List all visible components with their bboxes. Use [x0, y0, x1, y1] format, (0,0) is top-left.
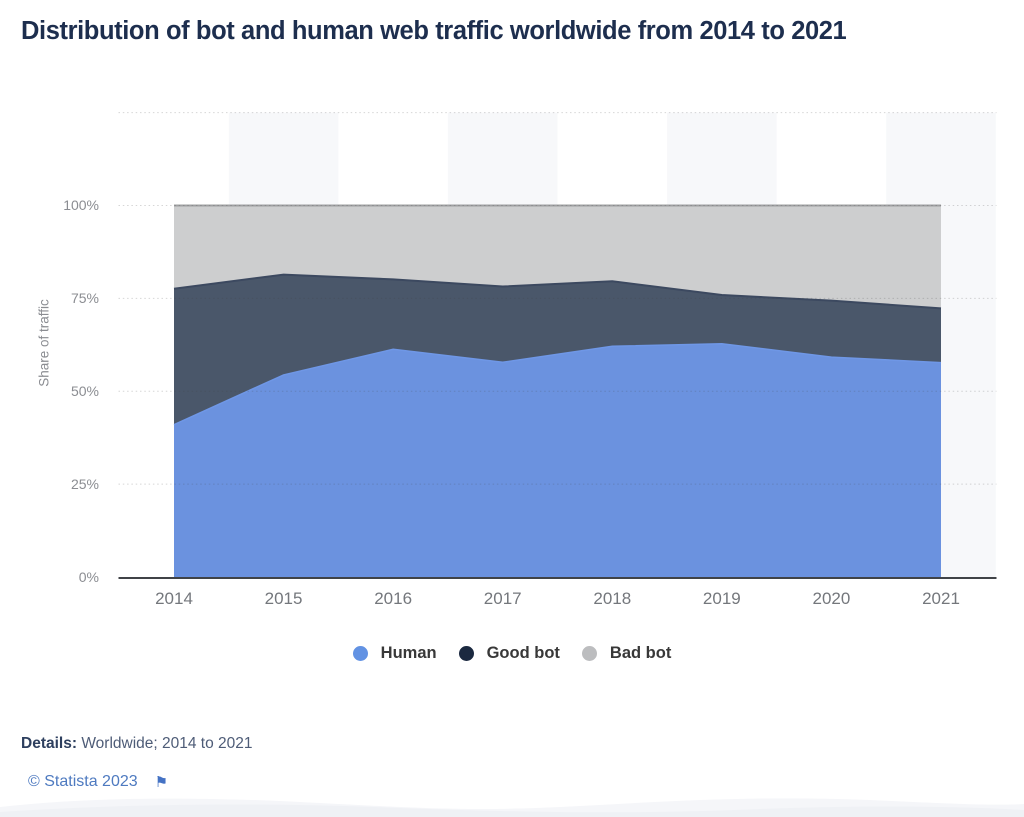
- area-bad-bot: [174, 205, 941, 309]
- legend-dot-icon: [352, 646, 368, 661]
- legend-label: Human: [380, 644, 437, 662]
- x-tick-2016: 2016: [374, 589, 413, 608]
- legend-label: Bad bot: [609, 644, 672, 662]
- y-tick-100%: 100%: [63, 197, 99, 213]
- flag-icon[interactable]: ⚑: [154, 774, 169, 791]
- chart-title: Distribution of bot and human web traffi…: [21, 17, 847, 45]
- x-tick-2021: 2021: [922, 589, 960, 608]
- x-tick-2017: 2017: [483, 589, 522, 608]
- y-tick-25%: 25%: [70, 475, 99, 492]
- x-tick-2015: 2015: [264, 589, 303, 608]
- legend-dot-icon: [581, 646, 597, 661]
- legend-item-bad-bot[interactable]: Bad bot: [581, 644, 672, 663]
- y-axis-title: Share of traffic: [36, 299, 52, 387]
- legend-item-good-bot[interactable]: Good bot: [458, 644, 560, 663]
- legend-dot-icon: [458, 646, 474, 661]
- copyright-row: © Statista 2023 ⚑: [28, 773, 168, 791]
- area-good-bot: [174, 274, 941, 425]
- legend-item-human[interactable]: Human: [352, 644, 437, 663]
- x-tick-2018: 2018: [593, 589, 632, 608]
- details-text: Worldwide; 2014 to 2021: [81, 735, 253, 752]
- y-tick-0%: 0%: [78, 568, 99, 585]
- details-line: Details: Worldwide; 2014 to 2021: [21, 735, 253, 753]
- y-tick-50%: 50%: [70, 382, 99, 399]
- x-tick-2014: 2014: [155, 589, 193, 608]
- chart-legend: Human Good bot Bad bot: [0, 644, 1024, 663]
- bottom-wave-decoration: [0, 798, 1024, 817]
- legend-label: Good bot: [486, 644, 560, 662]
- x-tick-2020: 2020: [812, 589, 851, 608]
- details-label: Details:: [21, 735, 77, 752]
- y-tick-75%: 75%: [70, 289, 99, 306]
- line-good-bot-top: [173, 273, 942, 310]
- line-human-top: [173, 342, 942, 426]
- x-tick-2019: 2019: [702, 589, 741, 608]
- statista-copyright-link[interactable]: © Statista 2023: [28, 773, 138, 790]
- area-human: [174, 343, 941, 577]
